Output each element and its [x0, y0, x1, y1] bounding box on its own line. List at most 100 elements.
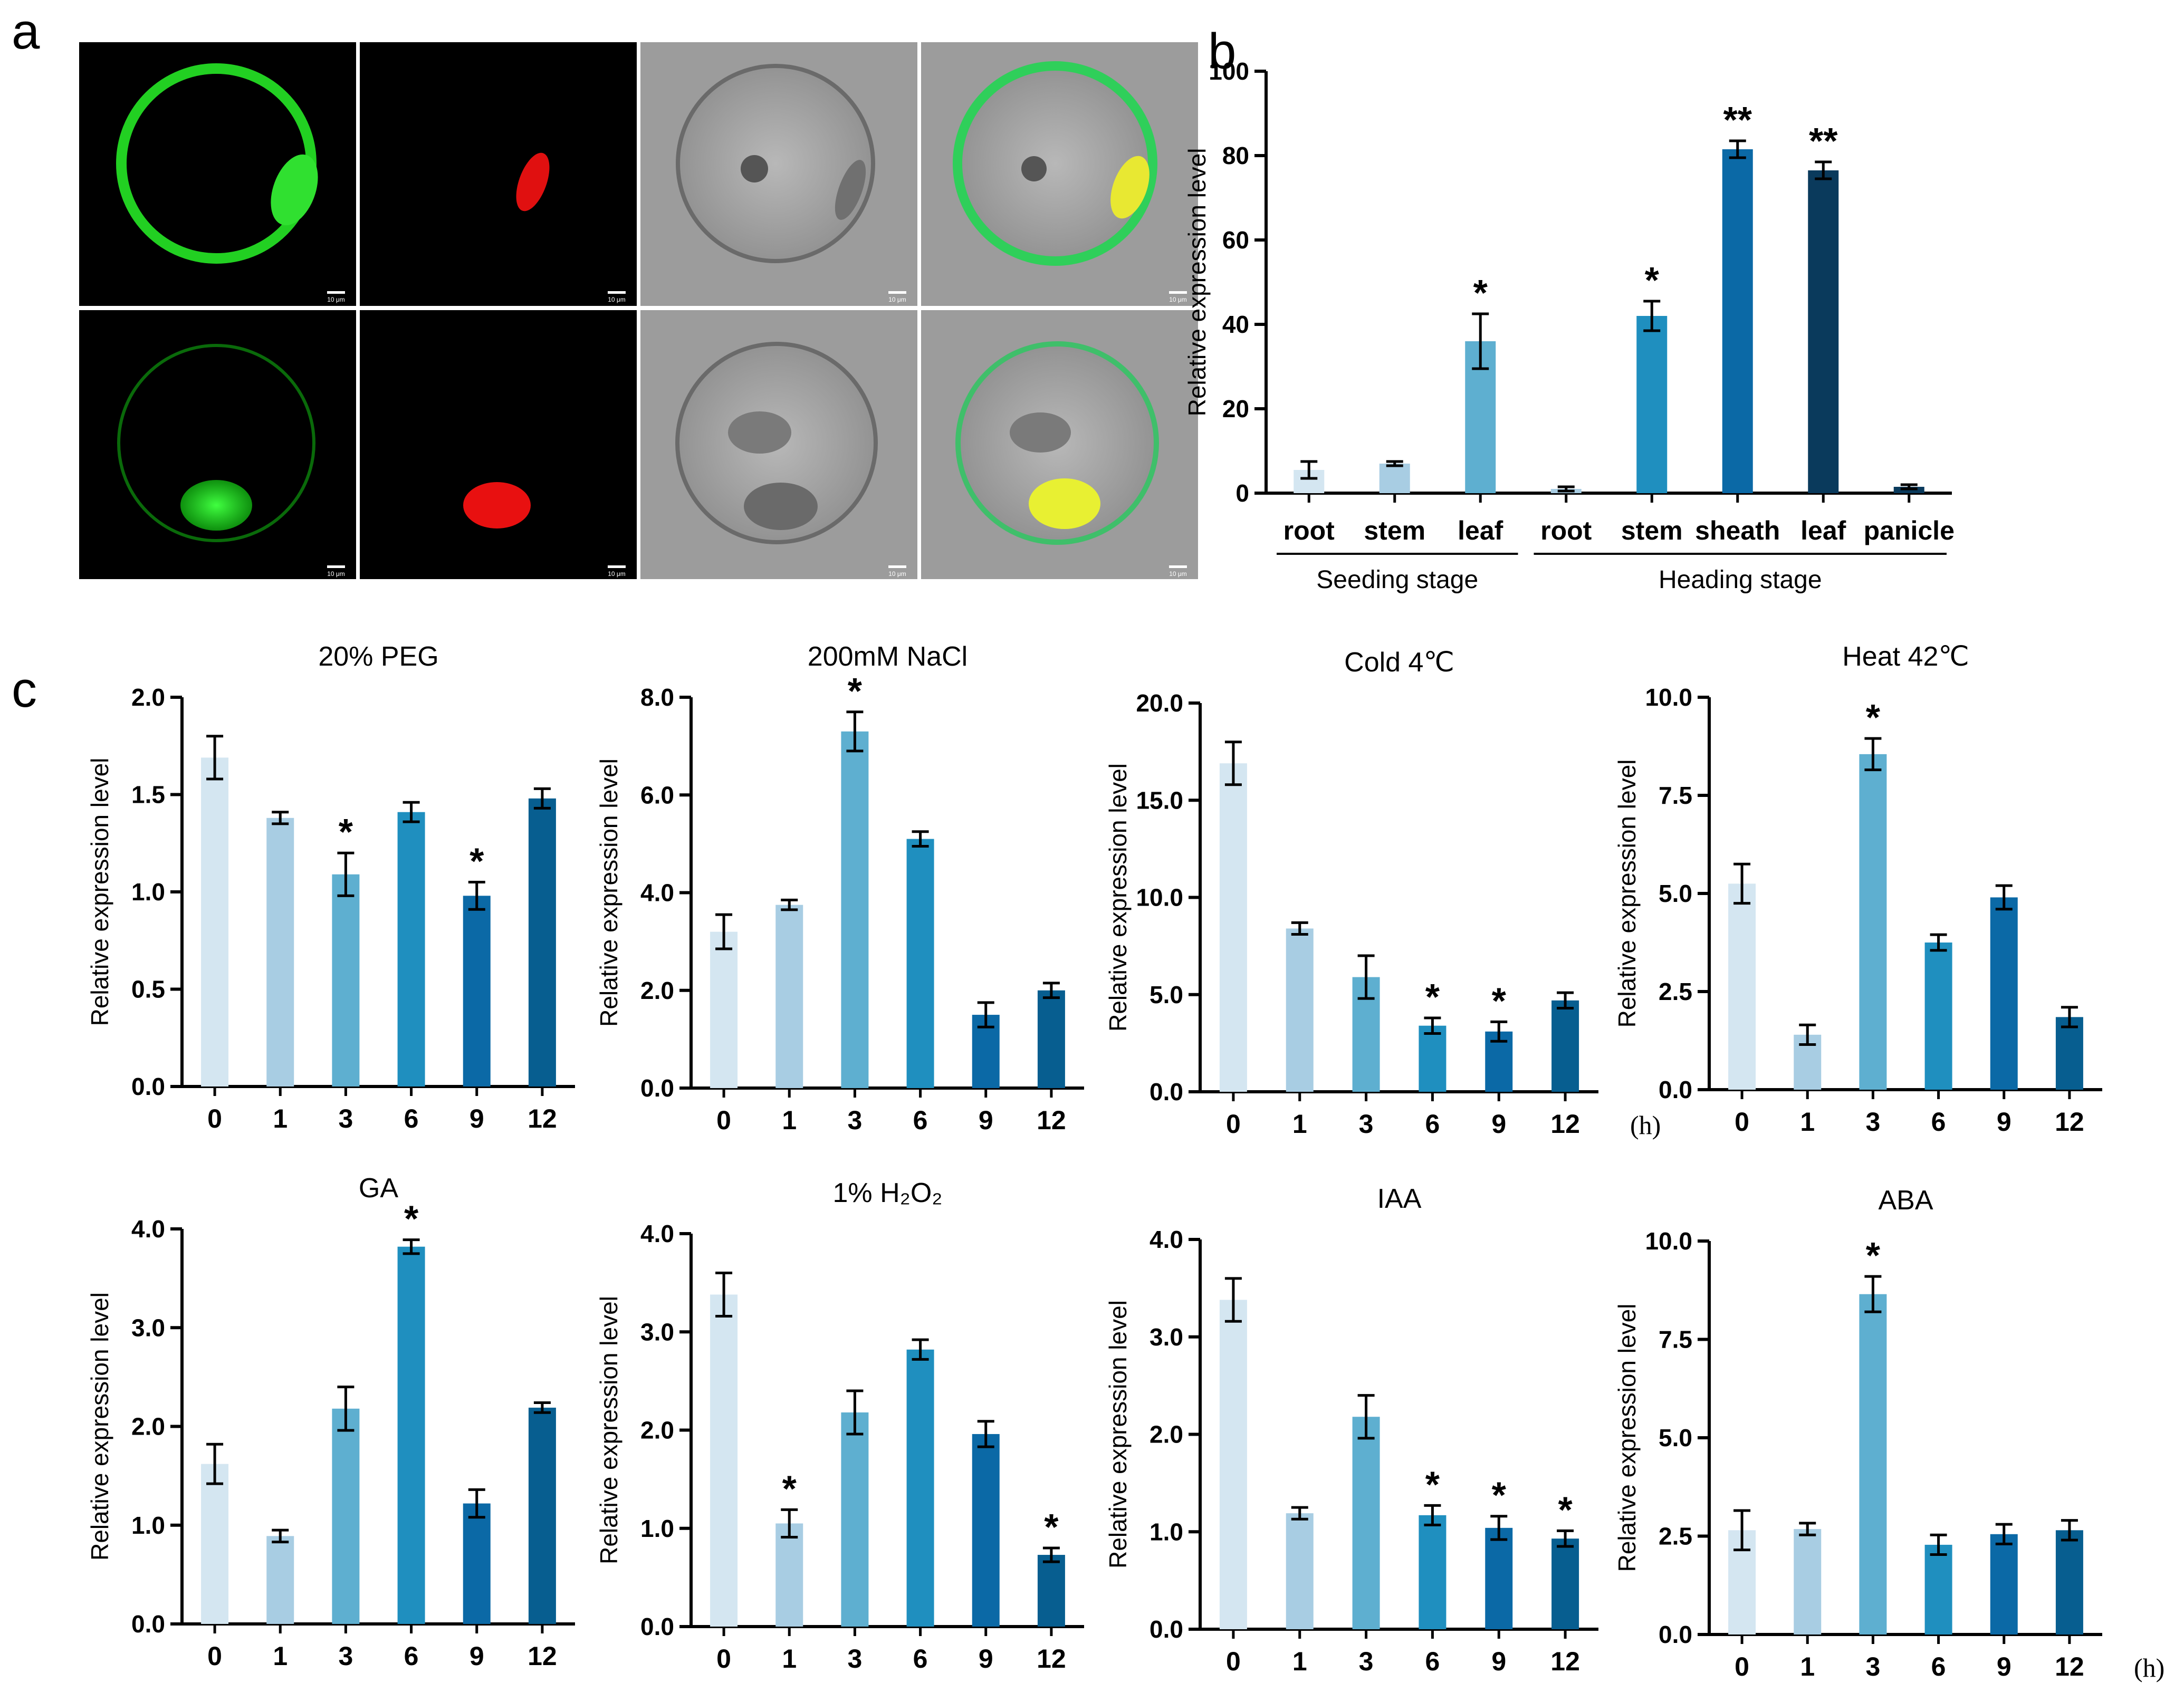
x-tick-label: 6 — [404, 1104, 419, 1133]
red-nucleus-marker — [516, 152, 550, 211]
chart-title: Heat 42℃ — [1842, 641, 1969, 672]
bar-1 — [1286, 928, 1314, 1092]
chart-title: IAA — [1377, 1184, 1422, 1214]
x-tick-label: 9 — [1491, 1647, 1506, 1676]
scale-bar — [888, 565, 906, 568]
x-tick-label: 6 — [1931, 1652, 1946, 1681]
bar-0 — [710, 1294, 738, 1627]
bar-6 — [906, 1349, 934, 1627]
brightfield-nucleus — [835, 160, 866, 220]
chart-aba: 0.0 2.5 5.0 7.5 10.0 Relative expression leve… — [1613, 1185, 2164, 1682]
scale-bar-label: 10 μm — [327, 296, 345, 303]
x-tick-label: 3 — [339, 1641, 353, 1671]
merged-inclusion — [1010, 412, 1071, 453]
y-tick-label: 3.0 — [1150, 1323, 1183, 1351]
y-tick-label: 0.0 — [131, 1610, 165, 1638]
x-tick-label: 6 — [404, 1641, 419, 1671]
x-tick-label: 1 — [273, 1641, 288, 1671]
bar-0 — [201, 757, 229, 1086]
y-axis-title: Relative expression level — [1613, 1304, 1641, 1572]
x-tick-label: stem — [1621, 516, 1683, 545]
x-tick-label: 12 — [1037, 1105, 1066, 1135]
x-tick-label: 0 — [1735, 1107, 1749, 1137]
chart-iaa: 0.0 1.0 2.0 3.0 4.0 Relative expression level… — [1104, 1184, 1598, 1676]
y-tick-label: 0.0 — [1659, 1076, 1692, 1103]
x-tick-label: 3 — [339, 1104, 353, 1133]
y-tick-label: 0 — [1235, 479, 1249, 507]
significance-marker: * — [1425, 1464, 1440, 1505]
chart-nacl: 0.0 2.0 4.0 6.0 8.0 Relative expression level… — [595, 641, 1084, 1135]
red-nucleus — [463, 482, 531, 528]
bar-1 — [1794, 1529, 1822, 1634]
x-tick-label: 9 — [470, 1104, 484, 1133]
micro-r1-c2 — [360, 42, 637, 306]
significance-marker: * — [1425, 976, 1440, 1017]
bar-9 — [1485, 1527, 1513, 1629]
x-tick-label: 9 — [1997, 1652, 2011, 1681]
bar-1 — [266, 1536, 294, 1624]
y-axis-title: Relative expression level — [1104, 1300, 1132, 1569]
x-tick-label: 12 — [2055, 1107, 2084, 1137]
bar-1 — [775, 1523, 803, 1627]
bar-3 — [1859, 754, 1887, 1090]
bar-3 — [841, 1412, 869, 1627]
x-tick-label: root — [1283, 516, 1335, 545]
significance-marker: ** — [1809, 120, 1838, 161]
brightfield-inclusion — [728, 411, 791, 454]
chart-ga: 0.0 1.0 2.0 3.0 4.0 Relative expression level… — [86, 1173, 575, 1671]
bar-9 — [1990, 897, 2018, 1090]
bar-12 — [2055, 1530, 2083, 1634]
y-tick-label: 0.0 — [1150, 1616, 1183, 1643]
bar-6 — [397, 1246, 425, 1624]
x-tick-label: 0 — [207, 1104, 222, 1133]
time-unit-label: (h) — [2134, 1653, 2164, 1682]
bar-6 — [906, 839, 934, 1088]
bar-3 — [1352, 1417, 1380, 1629]
micro-r2-c1 — [79, 310, 356, 579]
x-tick-label: 12 — [1550, 1647, 1580, 1676]
chart-heat: 0.0 2.5 5.0 7.5 10.0 Relative expression leve… — [1613, 641, 2102, 1137]
x-tick-label: 0 — [716, 1105, 731, 1135]
gfp-nucleus-blob — [271, 154, 318, 226]
x-tick-label: 3 — [848, 1105, 863, 1135]
bar-3 — [332, 1408, 360, 1624]
x-tick-label: 6 — [1425, 1647, 1440, 1676]
bar-6 — [397, 812, 425, 1086]
x-tick-label: leaf — [1458, 516, 1503, 545]
y-tick-label: 2.0 — [131, 684, 165, 711]
y-tick-label: 2.0 — [640, 1417, 674, 1444]
x-tick-label: 12 — [528, 1104, 557, 1133]
x-tick-label: 0 — [1735, 1652, 1749, 1681]
bar-0 — [710, 931, 738, 1088]
y-tick-label: 1.5 — [131, 781, 165, 809]
y-tick-label: 4.0 — [640, 879, 674, 907]
x-tick-label: 1 — [273, 1104, 288, 1133]
chart-b: 0 20 40 60 80 100 Relative expression level roo… — [1183, 57, 1955, 594]
scale-bar-label: 10 μm — [327, 570, 345, 578]
merged-cell — [953, 61, 1157, 266]
x-tick-label: 0 — [1226, 1109, 1241, 1139]
y-tick-label: 3.0 — [640, 1318, 674, 1345]
y-axis-title: Relative expression level — [86, 1292, 113, 1561]
x-tick-label: 0 — [207, 1641, 222, 1671]
x-tick-label: 12 — [1550, 1109, 1580, 1139]
y-tick-label: 6.0 — [640, 781, 674, 809]
significance-marker: * — [339, 811, 353, 852]
x-tick-label: 6 — [913, 1644, 928, 1674]
x-tick-label: 0 — [1226, 1647, 1241, 1676]
y-tick-label: 2.5 — [1659, 978, 1692, 1005]
x-tick-label: 12 — [2055, 1652, 2084, 1681]
y-tick-label: 0.0 — [640, 1074, 674, 1102]
bar-12 — [528, 1407, 556, 1624]
bar-0 — [1219, 763, 1247, 1092]
bar-0 — [1728, 883, 1756, 1090]
y-axis-title: Relative expression level — [595, 758, 622, 1027]
microscopy-panel: 10 μm 10 μm 10 μm 10 μm 10 μm 10 μm 10 μm 10 μm — [79, 42, 1198, 579]
bar-12 — [1551, 1538, 1579, 1629]
y-axis-title: Relative expression level — [595, 1296, 622, 1564]
group-label: Seeding stage — [1316, 566, 1478, 594]
chart-peg: 0.0 0.5 1.0 1.5 2.0 Relative expression level… — [86, 641, 575, 1133]
y-tick-label: 0.0 — [1150, 1078, 1183, 1105]
y-tick-label: 4.0 — [1150, 1226, 1183, 1253]
